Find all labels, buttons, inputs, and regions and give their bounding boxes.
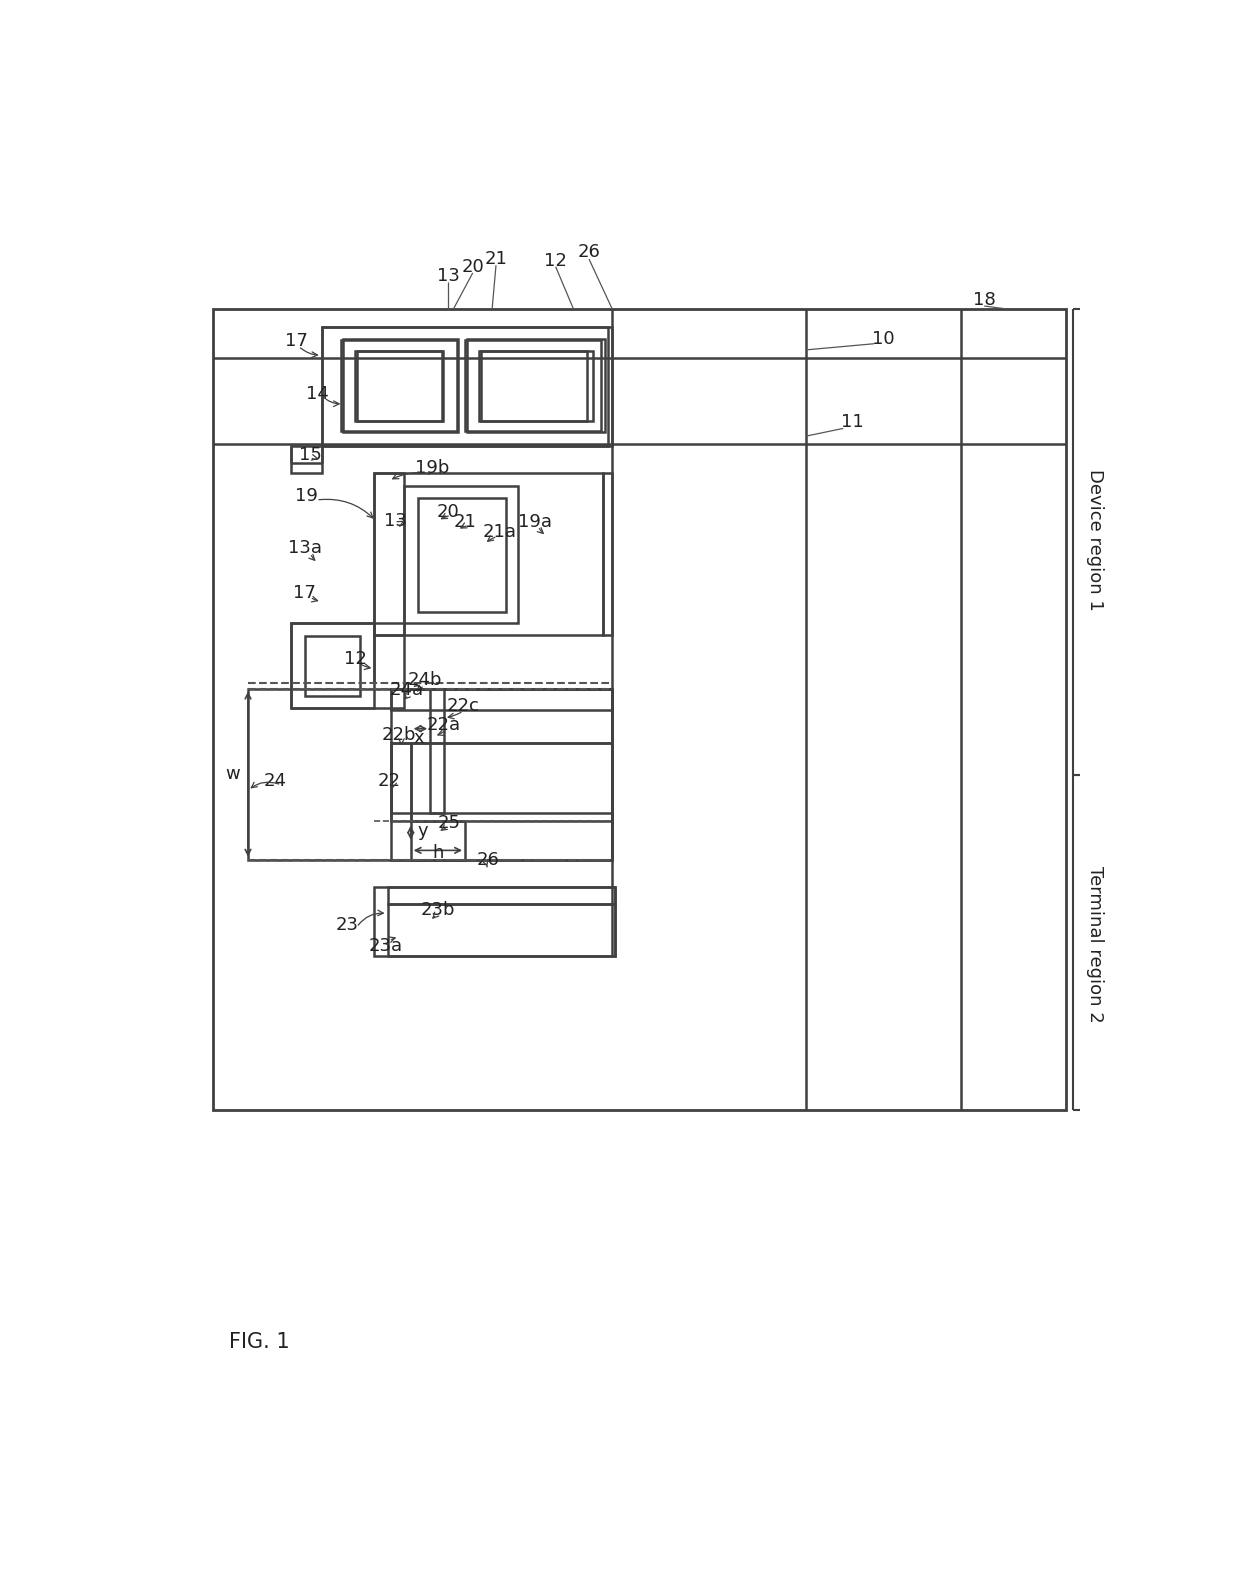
Text: FIG. 1: FIG. 1 bbox=[228, 1333, 289, 1352]
Text: 24a: 24a bbox=[389, 681, 424, 699]
Bar bbox=[290, 623, 404, 708]
Text: 10: 10 bbox=[872, 330, 895, 348]
Bar bbox=[290, 623, 374, 708]
Bar bbox=[392, 743, 613, 860]
Text: 15: 15 bbox=[299, 446, 321, 465]
Text: 22c: 22c bbox=[446, 697, 480, 715]
Text: 22a: 22a bbox=[427, 716, 460, 734]
Bar bbox=[410, 743, 613, 821]
Bar bbox=[404, 487, 518, 623]
Bar bbox=[374, 887, 615, 957]
Text: Terminal region 2: Terminal region 2 bbox=[1086, 866, 1104, 1023]
Text: 21: 21 bbox=[485, 250, 507, 269]
Bar bbox=[392, 689, 613, 710]
Text: Device region 1: Device region 1 bbox=[1086, 470, 1104, 610]
Bar bbox=[465, 340, 600, 430]
Text: 12: 12 bbox=[544, 251, 567, 269]
Text: x: x bbox=[413, 729, 424, 746]
Text: 21: 21 bbox=[454, 514, 476, 531]
Bar bbox=[410, 821, 465, 860]
Text: 22b: 22b bbox=[382, 726, 417, 745]
Bar bbox=[374, 473, 603, 636]
Text: 23: 23 bbox=[336, 915, 358, 934]
Text: 13: 13 bbox=[436, 267, 459, 285]
Text: 20: 20 bbox=[436, 503, 459, 520]
Bar bbox=[387, 887, 615, 903]
Text: 24b: 24b bbox=[408, 672, 441, 689]
Bar bbox=[418, 498, 506, 612]
Bar bbox=[321, 327, 613, 446]
Text: 25: 25 bbox=[438, 814, 461, 832]
Text: h: h bbox=[433, 844, 444, 863]
Text: 21a: 21a bbox=[482, 523, 517, 541]
Text: y: y bbox=[417, 822, 428, 840]
Bar bbox=[355, 351, 441, 421]
Text: 11: 11 bbox=[841, 413, 864, 432]
Text: 24: 24 bbox=[264, 772, 286, 790]
Text: 23b: 23b bbox=[420, 901, 455, 920]
Text: 13a: 13a bbox=[288, 539, 321, 557]
Text: 18: 18 bbox=[973, 291, 996, 308]
Text: 19: 19 bbox=[295, 487, 317, 506]
Text: 19b: 19b bbox=[415, 460, 450, 477]
Text: 13: 13 bbox=[384, 512, 407, 530]
Bar bbox=[392, 689, 613, 813]
Bar bbox=[357, 351, 444, 422]
Bar bbox=[343, 338, 458, 432]
Text: 26: 26 bbox=[578, 243, 600, 261]
Bar bbox=[213, 308, 1065, 1110]
Text: 22: 22 bbox=[377, 772, 401, 790]
Bar bbox=[392, 743, 410, 821]
Text: 14: 14 bbox=[306, 384, 329, 403]
Text: 26: 26 bbox=[477, 851, 500, 868]
Bar bbox=[321, 327, 609, 446]
Bar bbox=[374, 473, 404, 636]
Bar bbox=[467, 338, 605, 432]
Bar bbox=[387, 903, 615, 957]
Text: 17: 17 bbox=[285, 332, 308, 351]
Text: 19a: 19a bbox=[518, 514, 552, 531]
Text: w: w bbox=[226, 765, 239, 783]
Bar bbox=[341, 340, 458, 430]
Bar bbox=[481, 351, 593, 422]
Bar bbox=[430, 689, 444, 813]
Text: 17: 17 bbox=[293, 585, 316, 602]
Bar bbox=[305, 636, 361, 696]
Text: 23a: 23a bbox=[368, 938, 403, 955]
Bar bbox=[290, 446, 321, 473]
Bar bbox=[603, 473, 613, 636]
Bar bbox=[248, 689, 613, 860]
Text: 20: 20 bbox=[461, 258, 484, 275]
Text: 12: 12 bbox=[343, 650, 366, 669]
Bar bbox=[479, 351, 588, 421]
